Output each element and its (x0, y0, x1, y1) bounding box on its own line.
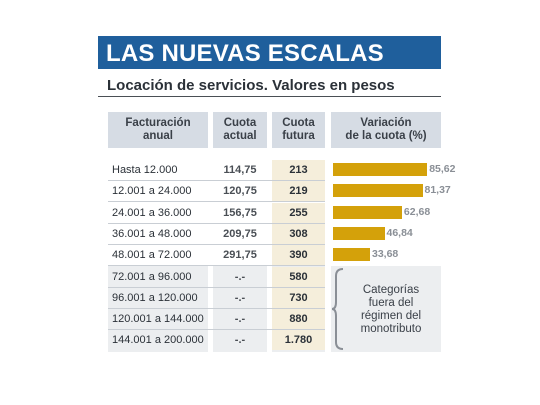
row-divider (108, 180, 325, 181)
table-cell-facturacion: Hasta 12.000 (112, 164, 178, 176)
variation-bar (333, 184, 423, 197)
table-cell-cuota-futura: 580 (272, 267, 325, 287)
column-gap (208, 266, 213, 352)
table-cell-facturacion: 12.001 a 24.000 (112, 185, 192, 197)
column-gap (325, 266, 331, 352)
table-cell-cuota-actual: 209,75 (223, 228, 257, 240)
header-facturacion: Facturación anual (108, 112, 208, 148)
table-cell-cuota-futura: 730 (272, 288, 325, 308)
variation-bar (333, 227, 385, 240)
divider (98, 96, 441, 97)
row-divider (108, 244, 325, 245)
table-cell-facturacion: 144.001 a 200.000 (112, 334, 204, 346)
header-variacion: Variación de la cuota (%) (331, 112, 441, 148)
table-cell-cuota-futura: 255 (272, 203, 325, 223)
column-gap (267, 266, 272, 352)
row-divider (108, 223, 325, 224)
variation-label: 85,62 (429, 163, 456, 175)
brace-icon (331, 268, 344, 350)
row-divider (108, 287, 325, 288)
table-cell-cuota-actual: 120,75 (223, 185, 257, 197)
variation-label: 62,68 (403, 206, 431, 218)
row-divider (108, 201, 325, 202)
table-cell-cuota-futura: 390 (272, 245, 325, 265)
table-cell-cuota-futura: 219 (272, 181, 325, 201)
table-cell-cuota-actual: 114,75 (223, 164, 257, 176)
table-cell-facturacion: 96.001 a 120.000 (112, 292, 198, 304)
table-cell-cuota-futura: 308 (272, 224, 325, 244)
row-divider (108, 265, 325, 266)
variation-label: 33,68 (372, 248, 399, 260)
table-cell-facturacion: 120.001 a 144.000 (112, 313, 204, 325)
row-divider (108, 329, 325, 330)
table-cell-cuota-actual: -.- (234, 292, 246, 304)
table-cell-cuota-futura: 880 (272, 309, 325, 329)
variation-bar (333, 206, 402, 219)
table-cell-cuota-actual: -.- (234, 271, 246, 283)
variation-label: 81,37 (424, 184, 451, 196)
header-cuota-actual: Cuota actual (213, 112, 267, 148)
variation-bar (333, 163, 428, 176)
table-cell-facturacion: 24.001 a 36.000 (112, 207, 192, 219)
out-of-regime-note: Categorías fuera del régimen del monotri… (360, 284, 422, 335)
header-cuota-futura: Cuota futura (272, 112, 325, 148)
table-cell-facturacion: 48.001 a 72.000 (112, 249, 192, 261)
subtitle: Locación de servicios. Valores en pesos (107, 77, 395, 94)
page-title: LAS NUEVAS ESCALAS (106, 40, 384, 67)
table-cell-cuota-actual: 156,75 (223, 207, 257, 219)
table-cell-facturacion: 36.001 a 48.000 (112, 228, 192, 240)
variation-bar (333, 248, 370, 261)
table-cell-cuota-futura: 1.780 (272, 330, 325, 350)
table-cell-cuota-actual: -.- (234, 313, 246, 325)
table-cell-facturacion: 72.001 a 96.000 (112, 271, 192, 283)
variation-label: 46,84 (386, 227, 413, 239)
table-cell-cuota-futura: 213 (272, 160, 325, 180)
row-divider (108, 308, 325, 309)
table-cell-cuota-actual: -.- (234, 334, 246, 346)
title-banner: LAS NUEVAS ESCALAS (98, 36, 441, 69)
table-cell-cuota-actual: 291,75 (223, 249, 257, 261)
